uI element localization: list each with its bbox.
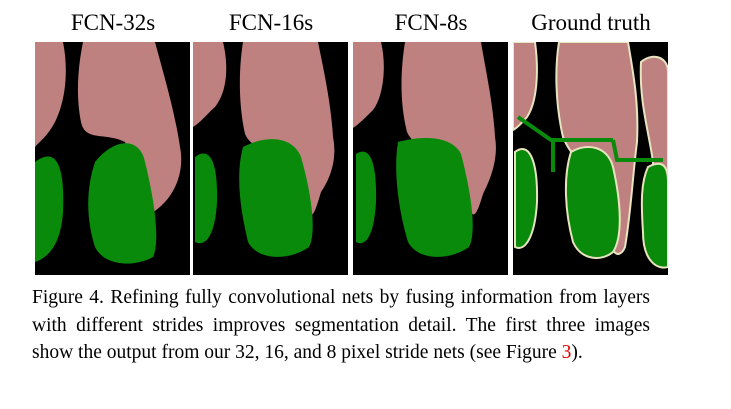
panel-title: FCN-8s [394,10,468,35]
panel-title: Ground truth [531,10,651,35]
segmentation-image [353,42,508,275]
figure-caption: Figure 4. Refining fully convolutional n… [32,284,650,367]
panel-title: FCN-16s [228,10,314,35]
segmentation-image [35,42,190,275]
caption-text: Figure 4. Refining fully convolutional n… [32,287,650,363]
caption-text: ). [571,342,583,363]
segmentation-image [193,42,348,275]
segmentation-image [513,42,668,275]
figure-reference[interactable]: 3 [561,342,572,363]
panel-title: FCN-32s [70,10,156,35]
